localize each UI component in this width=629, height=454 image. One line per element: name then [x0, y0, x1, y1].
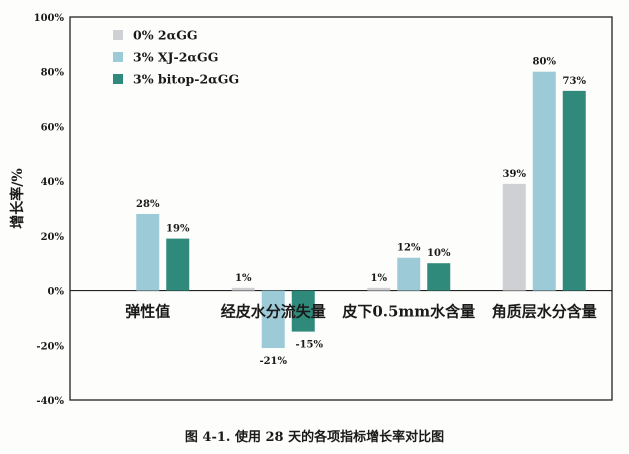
y-tick-label: 0% [48, 287, 65, 298]
bar [502, 183, 526, 291]
bar [367, 287, 391, 291]
data-label: 73% [563, 76, 587, 87]
bar [166, 238, 190, 291]
data-label: 80% [533, 57, 557, 68]
category-label: 角质层水分含量 [492, 303, 597, 321]
data-label: 28% [136, 199, 160, 210]
y-tick-label: 80% [41, 68, 65, 79]
bar [427, 263, 451, 291]
data-label: 12% [397, 243, 421, 254]
data-label: 39% [503, 169, 527, 180]
category-label: 经皮水分流失量 [221, 303, 326, 321]
data-label: 1% [371, 273, 388, 284]
legend-swatch [113, 30, 123, 40]
bar [261, 290, 285, 349]
bar [562, 90, 586, 291]
y-tick-label: 20% [41, 232, 65, 243]
data-label: -15% [295, 340, 323, 351]
data-label: -21% [259, 356, 287, 367]
legend-label: 0% 2αGG [133, 28, 198, 43]
figure-caption: 图 4-1. 使用 28 天的各项指标增长率对比图 [184, 430, 445, 445]
data-label: 19% [166, 224, 190, 235]
data-label: 10% [427, 248, 451, 259]
bar [397, 257, 421, 291]
legend-label: 3% XJ-2αGG [133, 50, 218, 65]
bar [532, 71, 556, 291]
y-tick-label: 100% [34, 13, 65, 24]
y-tick-label: -40% [36, 396, 64, 407]
y-tick-label: -20% [36, 341, 64, 352]
y-axis-label: 增长率/% [9, 168, 26, 228]
plot-frame [69, 16, 613, 401]
bar [136, 213, 160, 291]
legend-swatch [113, 74, 123, 84]
legend-label: 3% bitop-2αGG [133, 72, 239, 87]
category-label: 弹性值 [125, 303, 170, 321]
bar [231, 287, 255, 291]
y-tick-label: 60% [41, 122, 65, 133]
legend-swatch [113, 52, 123, 62]
y-tick-label: 40% [41, 177, 65, 188]
category-label: 皮下0.5mm水含量 [342, 303, 475, 321]
bar [291, 290, 315, 332]
data-label: 1% [235, 273, 252, 284]
